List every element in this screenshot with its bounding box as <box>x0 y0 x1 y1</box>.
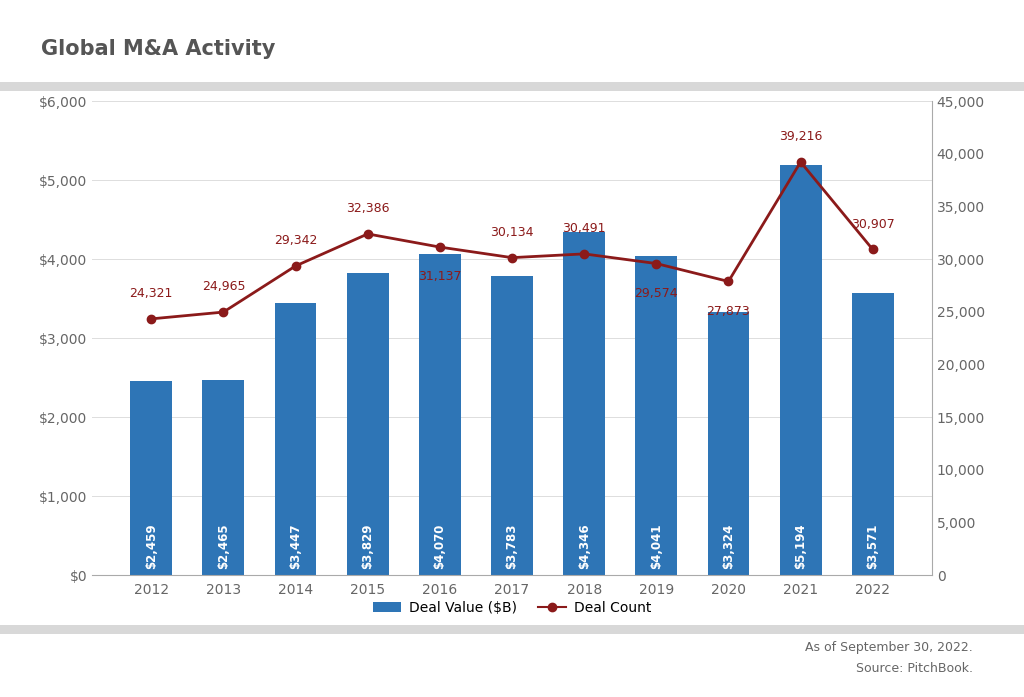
Bar <box>708 312 750 575</box>
Text: 24,321: 24,321 <box>130 287 173 300</box>
Text: $3,324: $3,324 <box>722 523 735 569</box>
Text: 31,137: 31,137 <box>418 270 462 283</box>
Bar <box>563 231 605 575</box>
Text: Global M&A Activity: Global M&A Activity <box>41 39 275 59</box>
Text: $3,571: $3,571 <box>866 523 880 569</box>
Text: 29,342: 29,342 <box>273 234 317 247</box>
Text: $5,194: $5,194 <box>794 523 807 569</box>
Bar <box>635 256 677 575</box>
Text: $2,465: $2,465 <box>217 523 230 569</box>
Text: 27,873: 27,873 <box>707 305 751 318</box>
Text: $4,346: $4,346 <box>578 523 591 569</box>
Text: 24,965: 24,965 <box>202 280 245 293</box>
Text: $4,041: $4,041 <box>650 523 663 569</box>
Text: 32,386: 32,386 <box>346 202 389 215</box>
Bar <box>852 293 894 575</box>
Bar <box>779 164 821 575</box>
Text: $2,459: $2,459 <box>144 523 158 569</box>
Text: $3,829: $3,829 <box>361 523 374 569</box>
Text: $4,070: $4,070 <box>433 523 446 569</box>
Bar <box>130 381 172 575</box>
Bar <box>274 302 316 575</box>
Text: $3,447: $3,447 <box>289 523 302 569</box>
Text: 30,491: 30,491 <box>562 222 606 235</box>
Text: 29,574: 29,574 <box>635 286 678 300</box>
Bar <box>419 254 461 575</box>
Text: 30,907: 30,907 <box>851 217 895 231</box>
Text: $3,783: $3,783 <box>506 523 518 569</box>
Text: As of September 30, 2022.
Source: PitchBook.: As of September 30, 2022. Source: PitchB… <box>805 641 973 675</box>
Bar <box>492 276 532 575</box>
Legend: Deal Value ($B), Deal Count: Deal Value ($B), Deal Count <box>368 595 656 621</box>
Text: 30,134: 30,134 <box>490 226 534 238</box>
Bar <box>203 381 245 575</box>
Bar <box>347 273 389 575</box>
Text: 39,216: 39,216 <box>779 130 822 143</box>
